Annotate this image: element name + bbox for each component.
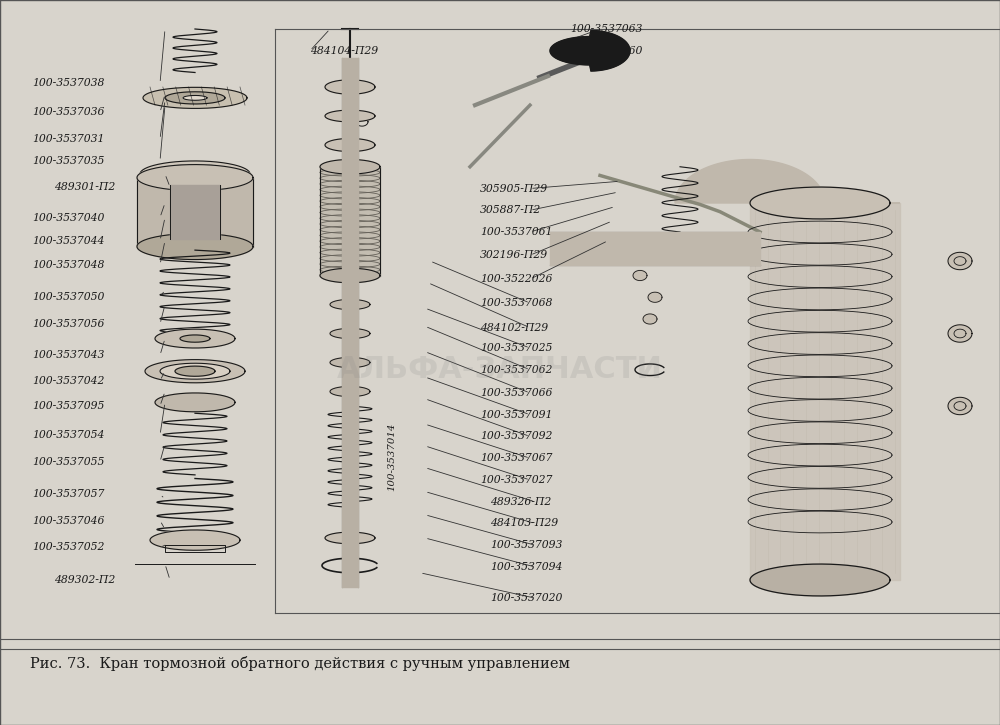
Text: 100-3537048: 100-3537048 <box>33 260 105 270</box>
Text: 305887-П2: 305887-П2 <box>480 205 541 215</box>
Text: 100-3537054: 100-3537054 <box>33 430 105 440</box>
Polygon shape <box>948 325 972 342</box>
Polygon shape <box>145 360 245 383</box>
Text: 100-3537043: 100-3537043 <box>33 350 105 360</box>
Text: 100-3537063: 100-3537063 <box>570 24 642 34</box>
Polygon shape <box>330 386 370 397</box>
Polygon shape <box>165 92 225 104</box>
Text: 100-3537042: 100-3537042 <box>33 376 105 386</box>
Polygon shape <box>153 165 237 183</box>
Polygon shape <box>180 335 210 342</box>
Text: 100-3537052: 100-3537052 <box>33 542 105 552</box>
Polygon shape <box>320 268 380 283</box>
Text: 100-3537067: 100-3537067 <box>480 453 552 463</box>
Polygon shape <box>143 87 247 109</box>
Text: Рис. 73.  Кран тормозной обратного действия с ручным управлением: Рис. 73. Кран тормозной обратного действ… <box>30 656 570 671</box>
Text: 100-3537035: 100-3537035 <box>33 156 105 166</box>
Polygon shape <box>160 363 230 379</box>
Text: 100-3537068: 100-3537068 <box>480 298 552 308</box>
Polygon shape <box>175 366 215 376</box>
Polygon shape <box>633 270 647 281</box>
Polygon shape <box>140 161 250 187</box>
Text: 100-3537091: 100-3537091 <box>480 410 552 420</box>
Text: 100-3537020: 100-3537020 <box>490 593 562 603</box>
Text: 302196-П29: 302196-П29 <box>480 250 548 260</box>
Text: АЛЬФА-ЗАПЧАСТИ: АЛЬФА-ЗАПЧАСТИ <box>337 355 663 384</box>
Text: 100-3537025: 100-3537025 <box>480 343 552 353</box>
Polygon shape <box>183 96 207 100</box>
Text: 100-3537044: 100-3537044 <box>33 236 105 246</box>
Polygon shape <box>948 397 972 415</box>
Text: 100-3537027: 100-3537027 <box>480 475 552 485</box>
Polygon shape <box>175 170 215 178</box>
Polygon shape <box>330 328 370 339</box>
Text: 489301-П2: 489301-П2 <box>54 182 115 192</box>
Text: 100-3537046: 100-3537046 <box>33 515 105 526</box>
Polygon shape <box>150 530 240 550</box>
Text: 100-3537066: 100-3537066 <box>480 388 552 398</box>
Polygon shape <box>155 393 235 412</box>
Polygon shape <box>320 160 380 174</box>
Text: 100-3537060: 100-3537060 <box>570 46 642 56</box>
Text: 100-3537061: 100-3537061 <box>480 227 552 237</box>
Text: 100-3537093: 100-3537093 <box>490 540 562 550</box>
Polygon shape <box>750 564 890 596</box>
Text: 489326-П2: 489326-П2 <box>490 497 551 507</box>
Polygon shape <box>137 165 253 191</box>
Text: 484103-П29: 484103-П29 <box>490 518 558 529</box>
Polygon shape <box>155 329 235 348</box>
Polygon shape <box>325 138 375 152</box>
Text: 100-3537092: 100-3537092 <box>480 431 552 442</box>
Polygon shape <box>550 30 630 71</box>
Polygon shape <box>648 292 662 302</box>
Text: 100-3522026: 100-3522026 <box>480 274 552 284</box>
Polygon shape <box>325 80 375 94</box>
Text: 305905-П29: 305905-П29 <box>480 183 548 194</box>
Text: 100-3537014: 100-3537014 <box>388 423 396 491</box>
Text: 100-3537056: 100-3537056 <box>33 319 105 329</box>
Text: 484102-П29: 484102-П29 <box>480 323 548 333</box>
Text: 100-3537050: 100-3537050 <box>33 292 105 302</box>
Text: 100-3537040: 100-3537040 <box>33 212 105 223</box>
Polygon shape <box>750 187 890 219</box>
Polygon shape <box>330 357 370 368</box>
Text: 484104-П29: 484104-П29 <box>310 46 378 56</box>
Polygon shape <box>325 532 375 544</box>
Polygon shape <box>137 233 253 260</box>
Polygon shape <box>643 314 657 324</box>
Text: 100-3537095: 100-3537095 <box>33 401 105 411</box>
Text: 100-3537062: 100-3537062 <box>480 365 552 375</box>
Text: 100-3537055: 100-3537055 <box>33 457 105 467</box>
Text: 100-3537094: 100-3537094 <box>490 562 562 572</box>
Text: 100-3537036: 100-3537036 <box>33 107 105 117</box>
Polygon shape <box>325 110 375 122</box>
Text: 489302-П2: 489302-П2 <box>54 575 115 585</box>
Polygon shape <box>330 299 370 310</box>
Text: 100-3537038: 100-3537038 <box>33 78 105 88</box>
Text: 100-3537057: 100-3537057 <box>33 489 105 500</box>
Polygon shape <box>675 160 900 203</box>
Polygon shape <box>948 252 972 270</box>
Text: 100-3537031: 100-3537031 <box>33 134 105 144</box>
